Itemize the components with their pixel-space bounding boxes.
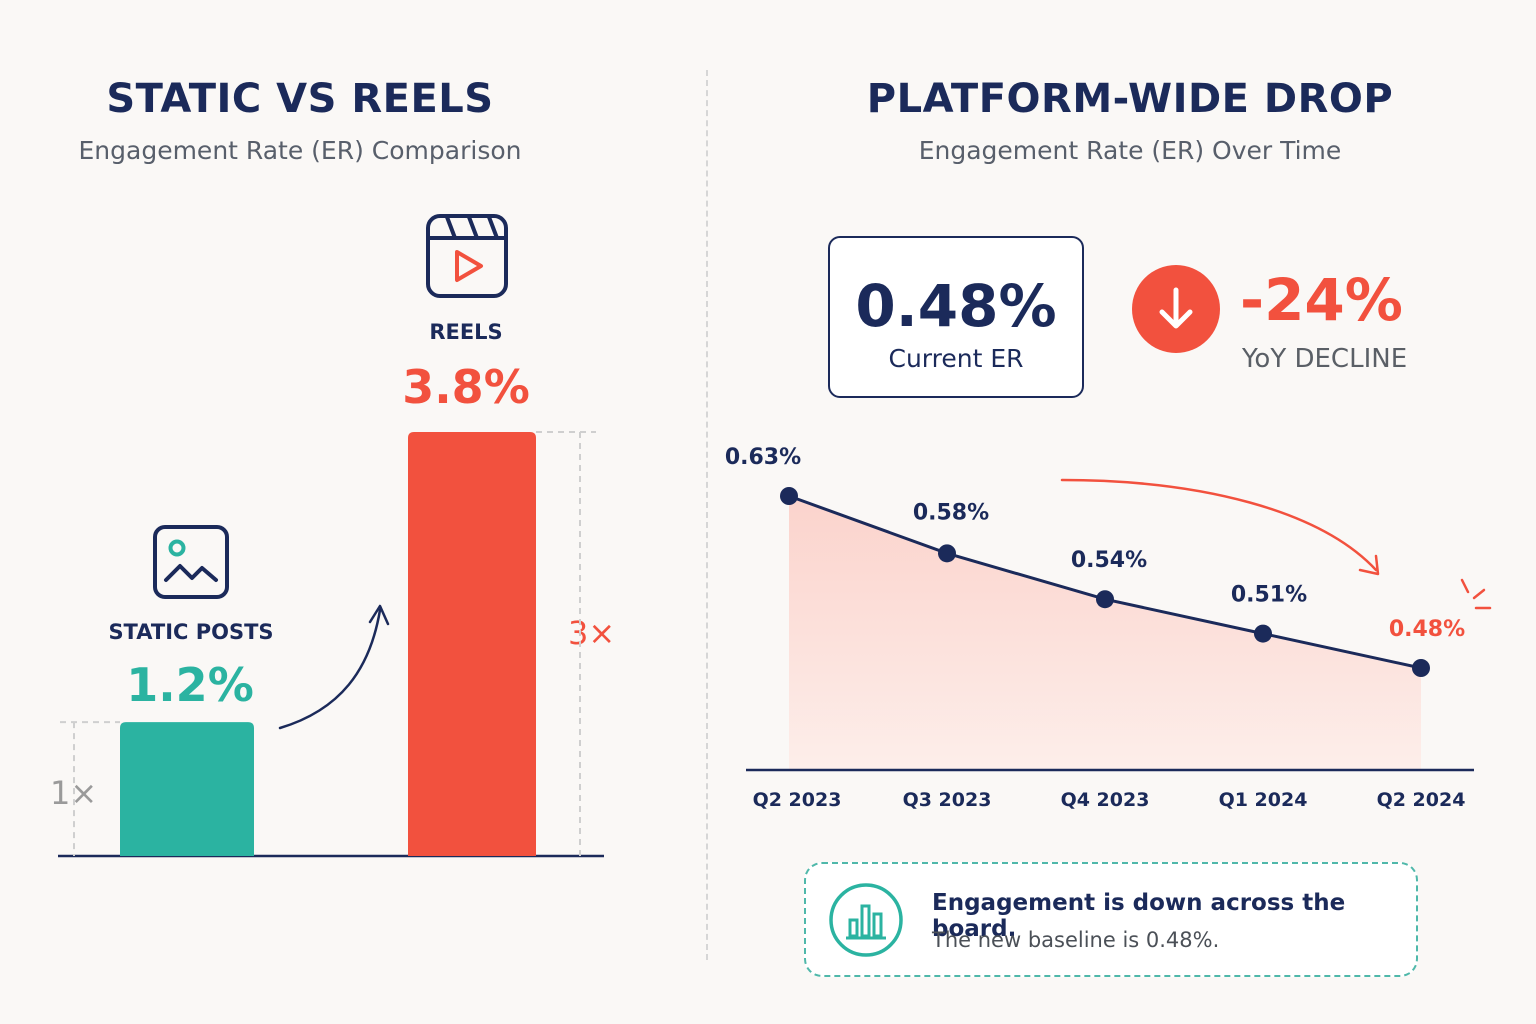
data-label-4: 0.48% [1389, 617, 1465, 642]
callout-title: Engagement is down across the board. [932, 890, 1346, 942]
yoy-decline-value: -24% [1240, 266, 1403, 334]
bar-chart [58, 431, 604, 858]
static-label: STATIC POSTS [108, 620, 274, 644]
line-area-fill [789, 496, 1421, 770]
data-point-3 [1254, 624, 1272, 643]
reels-multiplier: 3× [568, 614, 616, 652]
data-point-0 [780, 487, 798, 505]
line-chart: 0.63% Q2 2023 0.58% Q3 2023 0.54% Q4 2023 0.51… [725, 445, 1492, 811]
callout-body: The new baseline is 0.48%. [932, 928, 1220, 952]
right-panel-title: PLATFORM-WIDE DROP [866, 76, 1394, 122]
data-label-1: 0.58% [913, 500, 989, 525]
decline-arrow [1060, 478, 1378, 572]
growth-arrow [278, 608, 382, 730]
data-point-4 [1412, 659, 1430, 677]
insight-callout: Engagement is down across the board. The… [804, 862, 1418, 977]
panel-divider [706, 70, 708, 960]
arrow-down-icon [1132, 265, 1220, 353]
data-label-3: 0.51% [1231, 583, 1307, 608]
current-er-label: Current ER [888, 344, 1024, 373]
yoy-decline-label: YoY DECLINE [1242, 344, 1408, 374]
image-icon [153, 525, 229, 599]
data-label-2: 0.54% [1071, 548, 1147, 573]
spark-mark-1 [1460, 578, 1470, 594]
data-point-2 [1096, 590, 1114, 609]
decline-arrow-head [1358, 554, 1380, 576]
x-tick-label-3: Q1 2024 [1219, 789, 1308, 811]
x-tick-label-1: Q3 2023 [903, 789, 992, 811]
right-panel-subtitle: Engagement Rate (ER) Over Time [918, 136, 1342, 165]
x-tick-label-4: Q2 2024 [1377, 789, 1466, 811]
data-point-1 [938, 544, 956, 563]
reels-label: REELS [429, 320, 503, 344]
growth-arrow-head [368, 604, 390, 626]
video-clapper-icon [426, 214, 508, 298]
bar-1 [408, 432, 536, 856]
bar-0 [120, 722, 254, 856]
spark-mark-2 [1472, 588, 1486, 600]
reels-value: 3.8% [402, 360, 530, 414]
static-value: 1.2% [126, 658, 254, 712]
bar-chart-icon [829, 883, 903, 957]
x-tick-label-2: Q4 2023 [1061, 789, 1150, 811]
left-panel-subtitle: Engagement Rate (ER) Comparison [78, 136, 522, 165]
data-label-0: 0.63% [725, 445, 801, 470]
current-er-value: 0.48% [855, 272, 1057, 340]
x-tick-label-0: Q2 2023 [753, 789, 842, 811]
left-panel-title: STATIC VS REELS [106, 76, 494, 122]
current-er-card: 0.48% Current ER [828, 236, 1084, 398]
